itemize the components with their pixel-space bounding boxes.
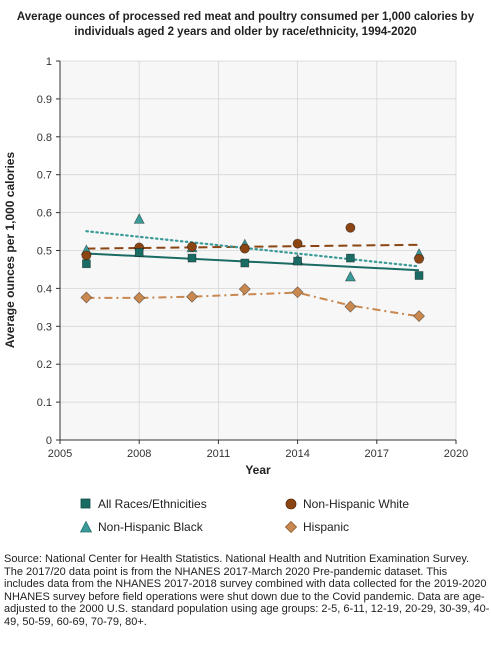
y-tick-label: 0.2 — [37, 359, 52, 371]
y-tick-label: 0.7 — [37, 170, 52, 182]
diamond-marker-icon — [285, 521, 297, 533]
x-tick-label: 2008 — [127, 448, 151, 460]
data-point-series-3[interactable] — [186, 290, 198, 303]
source-citation: Source: National Center for Health Stati… — [4, 553, 470, 565]
data-point-series-1[interactable] — [414, 253, 424, 264]
dataset-note: The 2017/20 data point is from the NHANE… — [4, 565, 490, 628]
data-point-series-0[interactable] — [134, 248, 144, 257]
data-point-series-1[interactable] — [187, 241, 197, 252]
y-axis-label: Average ounces per 1,000 calories — [3, 152, 17, 349]
data-point-series-0[interactable] — [346, 253, 355, 263]
y-tick-label: 0.3 — [37, 321, 52, 333]
data-point-series-0[interactable] — [187, 253, 197, 263]
data-point-series-3[interactable] — [413, 310, 426, 323]
data-point-series-3[interactable] — [133, 291, 146, 304]
x-tick-label: 2020 — [444, 448, 468, 460]
data-point-series-0[interactable] — [240, 258, 250, 268]
legend-item-non-hispanic-white[interactable]: Non-Hispanic White — [285, 497, 409, 511]
y-tick-label: 0.6 — [37, 208, 52, 220]
legend-label: All Races/Ethnicities — [98, 497, 207, 511]
x-tick-label: 2011 — [207, 448, 231, 460]
x-axis-label: Year — [245, 463, 271, 477]
data-point-series-0[interactable] — [82, 259, 91, 269]
data-point-series-0[interactable] — [293, 256, 302, 266]
triangle-marker-icon — [80, 521, 92, 533]
legend-item-all-races[interactable]: All Races/Ethnicities — [80, 497, 207, 511]
data-point-series-3[interactable] — [291, 286, 304, 299]
data-point-series-3[interactable] — [344, 300, 357, 313]
legend-item-non-hispanic-black[interactable]: Non-Hispanic Black — [80, 520, 203, 534]
trend-line-series-2 — [85, 230, 421, 268]
legend-item-hispanic[interactable]: Hispanic — [285, 520, 349, 534]
y-tick-label: 1 — [46, 56, 52, 68]
y-tick-label: 0.4 — [37, 283, 52, 295]
data-point-series-1[interactable] — [81, 250, 92, 261]
square-marker-icon — [80, 498, 91, 509]
data-point-series-1[interactable] — [292, 238, 303, 249]
data-point-series-0[interactable] — [414, 271, 424, 280]
y-tick-label: 0.8 — [37, 132, 52, 144]
data-markers — [80, 213, 426, 323]
data-point-series-2[interactable] — [133, 213, 145, 224]
legend-label: Hispanic — [303, 520, 350, 534]
chart-svg: 0 0.1 0.2 0.3 0.4 0.5 0.6 0.7 0.8 0.9 1 2005 2008 201… — [3, 56, 469, 477]
legend-label: Non-Hispanic Black — [98, 520, 203, 534]
y-tick-label: 0.1 — [37, 397, 52, 409]
x-tick-label: 2014 — [285, 448, 309, 460]
y-tick-label: 0.5 — [37, 246, 52, 258]
data-point-series-1[interactable] — [345, 222, 356, 233]
data-point-series-3[interactable] — [80, 291, 93, 304]
data-point-series-2[interactable] — [344, 270, 356, 282]
data-point-series-1[interactable] — [239, 243, 250, 254]
data-point-series-3[interactable] — [238, 283, 251, 296]
legend-label: Non-Hispanic White — [303, 497, 410, 511]
axes: 0 0.1 0.2 0.3 0.4 0.5 0.6 0.7 0.8 0.9 1 2005 2008 201… — [37, 56, 469, 460]
legend: All Races/Ethnicities Non-Hispanic White… — [80, 492, 480, 542]
gridlines — [60, 60, 457, 440]
x-tick-label: 2017 — [365, 448, 389, 460]
x-tick-label: 2005 — [48, 448, 72, 460]
chart-title: Average ounces of processed red meat and… — [16, 11, 475, 38]
y-tick-label: 0.9 — [37, 94, 52, 106]
y-tick-label: 0 — [46, 435, 52, 447]
source-note: Source: National Center for Health Stati… — [4, 553, 490, 629]
circle-marker-icon — [285, 498, 297, 510]
